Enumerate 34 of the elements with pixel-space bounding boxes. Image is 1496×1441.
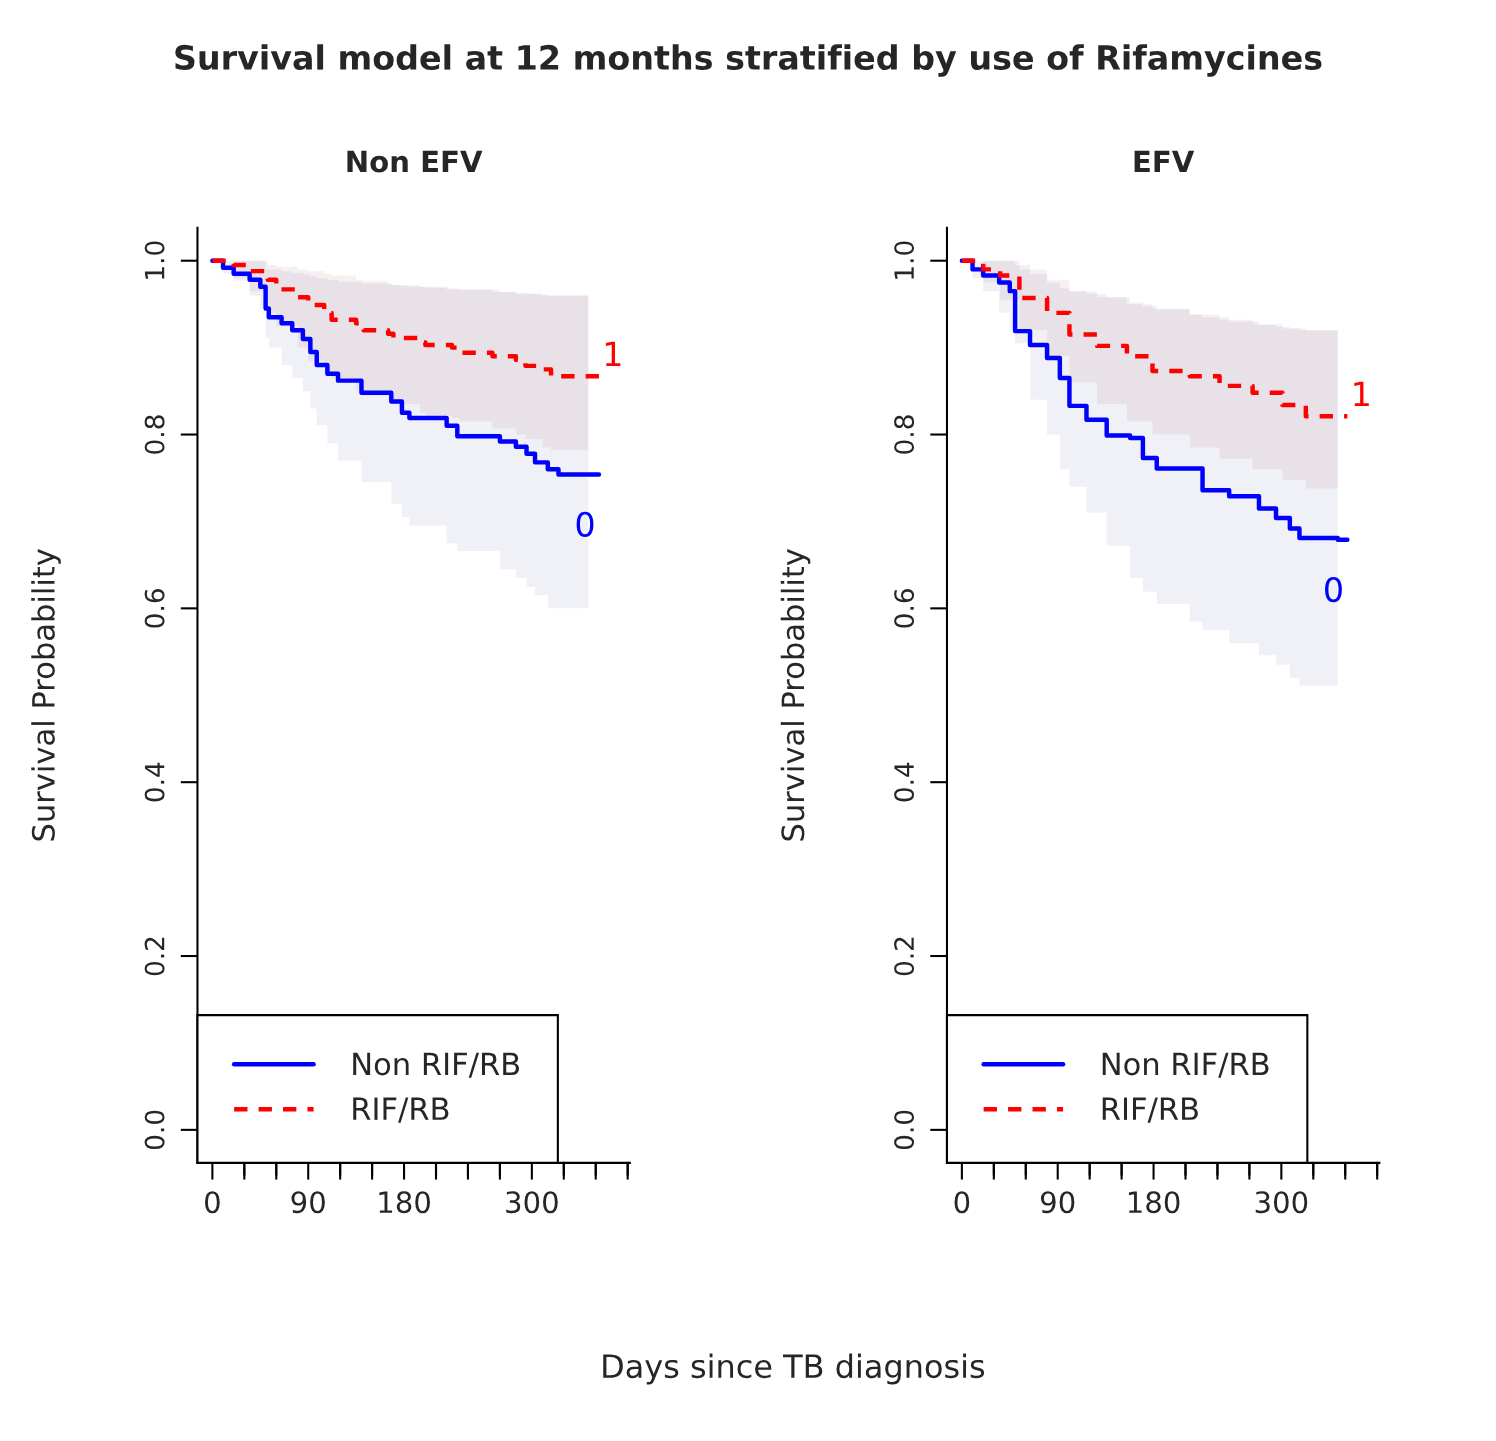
y-tick-label: 0.4	[894, 762, 915, 802]
y-tick-label: 0.6	[144, 589, 165, 628]
annotation: 1	[605, 341, 621, 367]
y-tick-label: 0.0	[144, 1110, 165, 1150]
x-tick-label: 90	[1041, 1191, 1075, 1214]
y-tick-label: 0.8	[144, 415, 165, 454]
legend-label: Non RIF/RB	[1102, 1052, 1269, 1078]
x-tick-label: 300	[506, 1191, 558, 1214]
y-axis-title: Survival Probability	[780, 548, 811, 841]
annotation: 1	[1354, 381, 1369, 407]
y-tick-label: 0.4	[144, 762, 165, 802]
x-tick-label: 0	[954, 1191, 970, 1214]
annotation: 0	[1325, 576, 1342, 603]
y-tick-label: 0.8	[894, 415, 915, 454]
y-tick-label: 1.0	[894, 241, 915, 279]
y-tick-label: 1.0	[144, 241, 165, 279]
y-tick-label: 0.0	[894, 1110, 915, 1150]
legend-label: RIF/RB	[1102, 1097, 1198, 1123]
x-tick-label: 300	[1255, 1191, 1308, 1214]
text: Survival model at 12 months stratified by use of Rifamycines	[175, 44, 1322, 77]
y-tick-label: 0.6	[894, 589, 915, 628]
chart-title: EFV	[1134, 150, 1195, 173]
x-axis-title: Days since TB diagnosis	[603, 1353, 985, 1385]
annotation: 0	[576, 511, 594, 537]
chart-title: Non EFV	[347, 150, 483, 173]
x-tick-label: 90	[291, 1191, 325, 1214]
y-tick-label: 0.2	[144, 937, 165, 976]
x-tick-label: 180	[379, 1191, 430, 1214]
x-tick-label: 0	[205, 1191, 220, 1214]
y-tick-label: 0.2	[894, 937, 915, 976]
y-axis-title: Survival Probability	[31, 548, 61, 841]
x-tick-label: 180	[1128, 1191, 1180, 1214]
legend-label: RIF/RB	[353, 1097, 449, 1123]
legend-label: Non RIF/RB	[353, 1052, 520, 1078]
